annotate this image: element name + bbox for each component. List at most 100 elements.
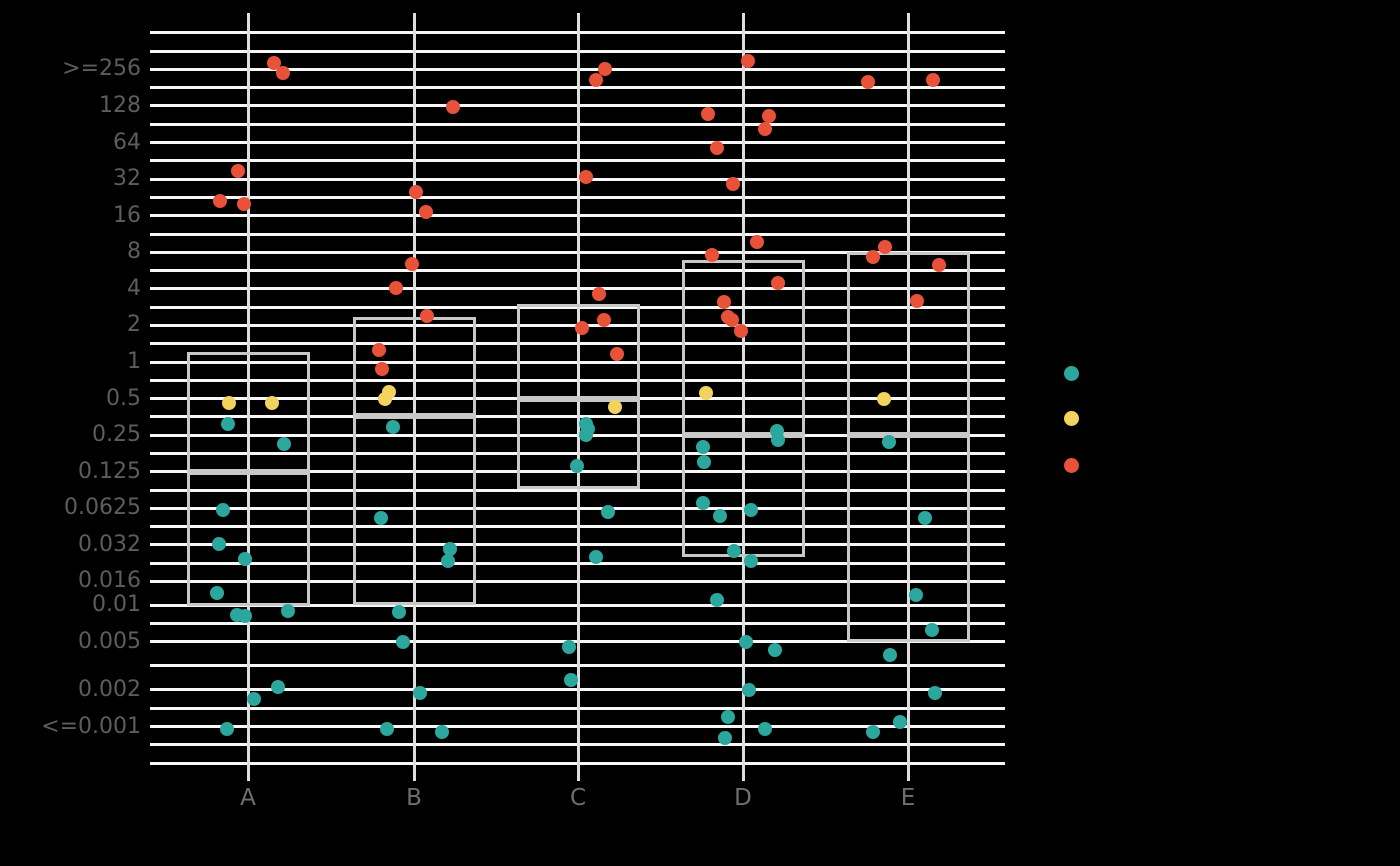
data-point-teal xyxy=(443,541,457,556)
category-line xyxy=(412,13,416,767)
data-point-teal xyxy=(925,623,939,638)
category-line xyxy=(741,13,745,767)
data-point-red xyxy=(710,140,724,155)
median-line xyxy=(353,412,476,419)
category-line xyxy=(576,13,580,767)
data-point-teal xyxy=(727,543,741,558)
data-point-teal xyxy=(718,731,732,746)
data-point-teal xyxy=(396,634,410,649)
data-point-teal xyxy=(386,420,400,435)
data-point-teal xyxy=(441,554,455,569)
data-point-yellow xyxy=(699,385,713,400)
data-point-red xyxy=(717,295,731,310)
data-point-yellow xyxy=(877,391,891,406)
data-point-teal xyxy=(221,416,235,431)
y-tick-label: 4 xyxy=(127,275,141,301)
data-point-teal xyxy=(710,593,724,607)
data-point-red xyxy=(598,61,612,76)
y-tick-label: >=256 xyxy=(62,56,141,82)
data-point-teal xyxy=(744,554,758,569)
data-point-red xyxy=(372,342,386,357)
data-point-teal xyxy=(739,634,753,649)
data-point-red xyxy=(762,109,776,124)
y-tick-label: 0.01 xyxy=(92,592,141,618)
data-point-red xyxy=(701,106,715,121)
data-point-red xyxy=(579,170,593,185)
y-tick-label: 0.125 xyxy=(78,458,141,484)
y-tick-label: 0.032 xyxy=(78,531,141,557)
data-point-red xyxy=(276,65,290,80)
y-tick-label: 0.016 xyxy=(78,568,141,594)
data-point-teal xyxy=(866,725,880,740)
data-point-red xyxy=(725,313,739,328)
y-tick-label: 16 xyxy=(113,202,141,228)
data-point-red xyxy=(597,313,611,328)
data-point-teal xyxy=(744,503,758,518)
data-point-red xyxy=(861,75,875,90)
data-point-teal xyxy=(601,505,615,520)
data-point-teal xyxy=(883,647,897,662)
summary-box xyxy=(187,352,310,607)
category-line xyxy=(246,13,250,767)
median-line xyxy=(517,395,640,402)
data-point-teal xyxy=(742,682,756,697)
data-point-red xyxy=(592,287,606,302)
data-point-yellow xyxy=(378,391,392,406)
data-point-teal xyxy=(696,439,710,454)
data-point-red xyxy=(610,347,624,362)
data-point-teal xyxy=(721,709,735,724)
data-point-teal xyxy=(281,604,295,619)
data-point-red xyxy=(741,53,755,68)
category-line xyxy=(906,13,910,767)
data-point-yellow xyxy=(265,395,279,410)
median-line xyxy=(682,432,805,439)
data-point-teal xyxy=(768,642,782,657)
data-point-red xyxy=(734,323,748,338)
y-tick-label: 0.25 xyxy=(92,422,141,448)
y-tick-label: 32 xyxy=(113,166,141,192)
data-point-teal xyxy=(697,455,711,470)
y-tick-label: 128 xyxy=(99,92,141,118)
data-point-teal xyxy=(271,680,285,695)
summary-box xyxy=(682,260,805,557)
data-point-red xyxy=(758,121,772,136)
y-tick-label: 8 xyxy=(127,239,141,265)
data-point-red xyxy=(866,250,880,265)
data-point-teal xyxy=(392,604,406,619)
x-tick-label: D xyxy=(734,785,752,811)
data-point-teal xyxy=(882,434,896,449)
data-point-red xyxy=(419,205,433,220)
x-axis-tick xyxy=(741,767,745,781)
y-tick-label: 1 xyxy=(127,349,141,374)
y-tick-label: 0.0625 xyxy=(64,495,141,521)
data-point-red xyxy=(589,72,603,87)
legend-marker xyxy=(1064,366,1079,381)
data-point-teal xyxy=(277,437,291,452)
data-point-teal xyxy=(238,551,252,566)
data-point-teal xyxy=(413,685,427,700)
data-point-red xyxy=(878,240,892,255)
data-point-teal xyxy=(212,536,226,551)
data-point-teal xyxy=(579,428,593,443)
data-point-red xyxy=(750,235,764,250)
data-point-teal xyxy=(918,511,932,526)
data-point-teal xyxy=(758,722,772,737)
x-axis-tick xyxy=(906,767,910,781)
data-point-teal xyxy=(713,509,727,524)
data-point-red xyxy=(375,361,389,376)
median-line xyxy=(187,468,310,475)
data-point-teal xyxy=(435,725,449,740)
data-point-red xyxy=(237,196,251,211)
y-tick-label: 0.002 xyxy=(78,676,141,702)
data-point-teal xyxy=(380,722,394,737)
legend-marker xyxy=(1064,411,1079,426)
y-tick-label: <=0.001 xyxy=(41,713,141,739)
data-point-red xyxy=(213,194,227,209)
data-point-red xyxy=(910,293,924,308)
data-point-teal xyxy=(220,722,234,737)
data-point-teal xyxy=(374,511,388,526)
y-tick-label: 0.005 xyxy=(78,628,141,654)
x-axis-tick xyxy=(576,767,580,781)
data-point-teal xyxy=(909,588,923,603)
